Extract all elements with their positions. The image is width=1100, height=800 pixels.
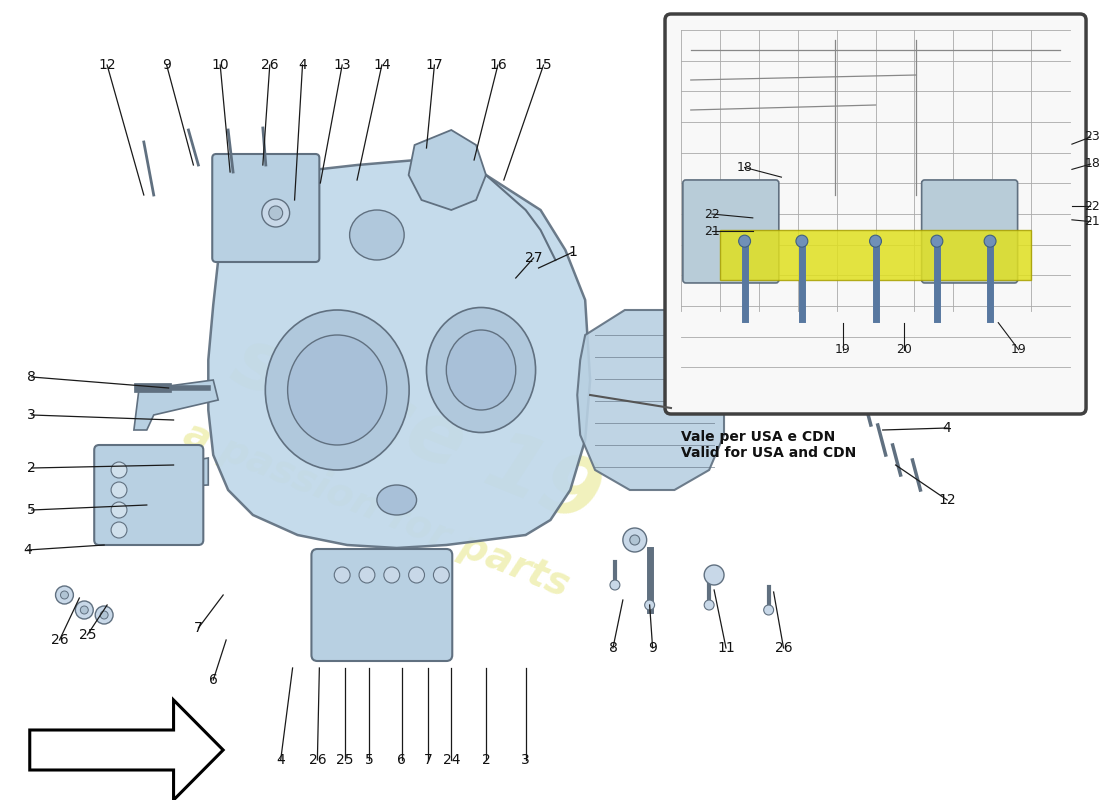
Circle shape	[704, 600, 714, 610]
Circle shape	[984, 235, 996, 247]
FancyBboxPatch shape	[95, 445, 204, 545]
Circle shape	[645, 600, 654, 610]
Ellipse shape	[447, 330, 516, 410]
Circle shape	[630, 535, 640, 545]
Polygon shape	[30, 700, 223, 800]
FancyBboxPatch shape	[683, 180, 779, 283]
Text: 9: 9	[648, 641, 657, 655]
Circle shape	[80, 606, 88, 614]
Ellipse shape	[427, 307, 536, 433]
Circle shape	[60, 591, 68, 599]
Circle shape	[433, 567, 449, 583]
Text: 6: 6	[397, 753, 406, 767]
Text: 3: 3	[28, 408, 36, 422]
Text: 16: 16	[490, 58, 507, 72]
Text: 4: 4	[943, 421, 951, 435]
Circle shape	[262, 199, 289, 227]
Text: 4: 4	[276, 753, 285, 767]
Polygon shape	[208, 160, 590, 548]
Text: 13: 13	[333, 58, 351, 72]
Text: 2: 2	[28, 461, 36, 475]
FancyBboxPatch shape	[666, 14, 1086, 414]
Text: 18: 18	[737, 161, 752, 174]
Text: 26: 26	[51, 633, 68, 647]
Circle shape	[55, 586, 74, 604]
Text: 22: 22	[1085, 200, 1100, 213]
Circle shape	[623, 528, 647, 552]
Circle shape	[100, 611, 108, 619]
Text: 9: 9	[162, 58, 172, 72]
Text: 1: 1	[569, 245, 578, 259]
Circle shape	[359, 567, 375, 583]
Circle shape	[96, 606, 113, 624]
Text: 26: 26	[774, 641, 792, 655]
Ellipse shape	[350, 210, 404, 260]
Circle shape	[111, 502, 126, 518]
Text: 19: 19	[1011, 343, 1026, 356]
Text: 17: 17	[426, 58, 443, 72]
Text: 21: 21	[704, 225, 719, 238]
Circle shape	[704, 565, 724, 585]
Text: 22: 22	[704, 207, 719, 221]
Circle shape	[796, 235, 807, 247]
Text: Vale per USA e CDN
Valid for USA and CDN: Vale per USA e CDN Valid for USA and CDN	[681, 430, 856, 460]
Text: 11: 11	[717, 641, 735, 655]
Text: 10: 10	[211, 58, 229, 72]
Circle shape	[384, 567, 399, 583]
Polygon shape	[146, 458, 208, 488]
Text: 15: 15	[535, 58, 552, 72]
Circle shape	[111, 482, 126, 498]
Text: 4: 4	[23, 543, 32, 557]
Text: 27: 27	[525, 251, 542, 265]
Text: 2: 2	[482, 753, 491, 767]
Text: 8: 8	[28, 370, 36, 384]
Circle shape	[76, 601, 94, 619]
Text: 14: 14	[373, 58, 390, 72]
Circle shape	[111, 462, 126, 478]
Text: 12: 12	[98, 58, 116, 72]
Circle shape	[870, 235, 881, 247]
Text: 19: 19	[835, 343, 850, 356]
Circle shape	[610, 580, 620, 590]
Circle shape	[931, 235, 943, 247]
Circle shape	[739, 235, 750, 247]
Text: 21: 21	[1085, 215, 1100, 228]
Polygon shape	[578, 310, 724, 490]
Text: 25: 25	[337, 753, 354, 767]
Circle shape	[763, 605, 773, 615]
Text: 18: 18	[1085, 157, 1100, 170]
Text: 24: 24	[442, 753, 460, 767]
Text: 23: 23	[1085, 130, 1100, 143]
Polygon shape	[134, 380, 218, 430]
FancyBboxPatch shape	[212, 154, 319, 262]
Circle shape	[334, 567, 350, 583]
FancyBboxPatch shape	[311, 549, 452, 661]
Text: 5: 5	[364, 753, 373, 767]
Ellipse shape	[265, 310, 409, 470]
Circle shape	[408, 567, 425, 583]
Text: 4: 4	[298, 58, 307, 72]
Circle shape	[111, 522, 126, 538]
Text: 3: 3	[521, 753, 530, 767]
Ellipse shape	[377, 485, 417, 515]
Text: 5: 5	[28, 503, 36, 517]
Text: 8: 8	[608, 641, 617, 655]
Text: since 19: since 19	[221, 320, 612, 540]
Polygon shape	[408, 130, 486, 210]
Bar	[720, 230, 1031, 280]
Text: a passion for parts: a passion for parts	[178, 415, 575, 605]
Text: 26: 26	[309, 753, 327, 767]
Circle shape	[268, 206, 283, 220]
Text: 7: 7	[425, 753, 432, 767]
Text: 6: 6	[209, 673, 218, 687]
FancyBboxPatch shape	[922, 180, 1018, 283]
Ellipse shape	[287, 335, 387, 445]
Text: 25: 25	[78, 628, 96, 642]
Text: 26: 26	[261, 58, 278, 72]
Text: 12: 12	[938, 493, 956, 507]
Text: 20: 20	[896, 343, 912, 356]
Text: 7: 7	[194, 621, 202, 635]
